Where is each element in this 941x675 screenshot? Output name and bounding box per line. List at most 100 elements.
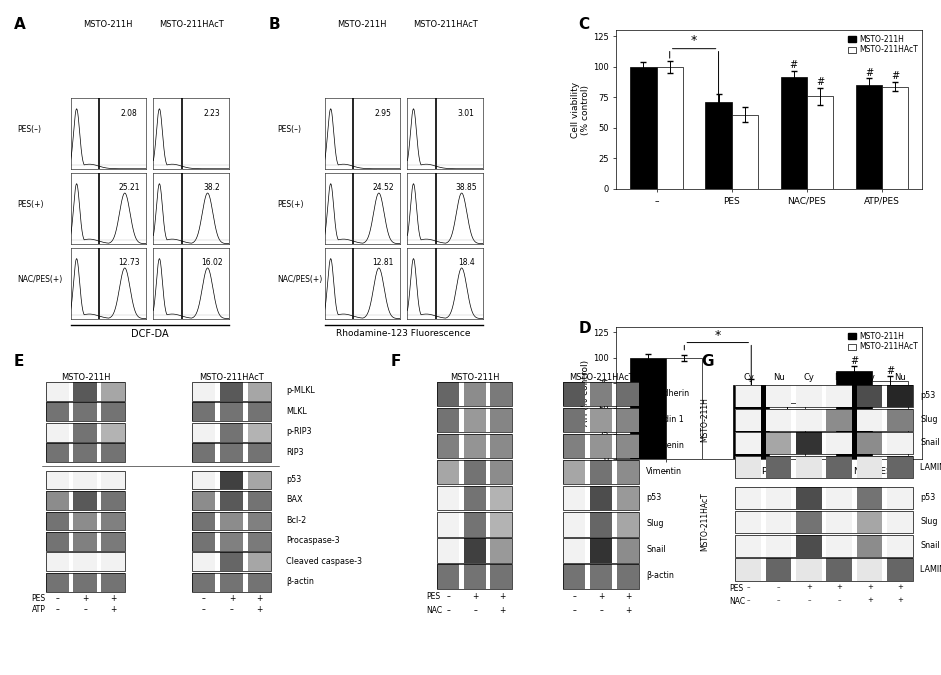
Bar bbox=[766, 432, 791, 454]
Bar bbox=[102, 443, 124, 462]
Bar bbox=[437, 486, 459, 510]
Bar bbox=[826, 558, 853, 580]
Bar bbox=[872, 381, 908, 459]
Text: #: # bbox=[886, 366, 894, 376]
Bar bbox=[490, 460, 513, 485]
Bar bbox=[706, 103, 732, 189]
Bar bbox=[192, 470, 215, 489]
Bar bbox=[856, 408, 883, 431]
Bar bbox=[770, 404, 805, 459]
Bar bbox=[490, 434, 513, 458]
Bar bbox=[590, 538, 612, 562]
Text: #: # bbox=[816, 77, 824, 87]
Bar bbox=[856, 385, 883, 407]
Bar bbox=[887, 456, 913, 479]
Bar bbox=[666, 358, 702, 459]
Bar bbox=[192, 402, 215, 421]
Text: NAC/PES(+): NAC/PES(+) bbox=[278, 275, 323, 284]
Text: MSTO-211HAcT: MSTO-211HAcT bbox=[199, 373, 264, 381]
Text: +: + bbox=[806, 584, 812, 590]
Text: Cy: Cy bbox=[865, 373, 875, 381]
Bar bbox=[45, 423, 69, 441]
Bar bbox=[247, 423, 271, 441]
Bar bbox=[219, 512, 243, 531]
Bar bbox=[464, 460, 486, 485]
Bar bbox=[73, 553, 97, 571]
Bar bbox=[616, 486, 639, 510]
Bar bbox=[796, 432, 821, 454]
Text: Slug: Slug bbox=[920, 517, 938, 526]
Bar bbox=[73, 443, 97, 462]
Bar bbox=[192, 553, 215, 571]
Bar bbox=[826, 408, 853, 431]
Text: –: – bbox=[572, 592, 576, 601]
Text: MSTO-211H: MSTO-211H bbox=[700, 397, 710, 442]
Bar bbox=[837, 371, 872, 459]
Bar bbox=[735, 432, 913, 454]
Text: NAC: NAC bbox=[426, 606, 442, 616]
Bar bbox=[73, 470, 97, 489]
Bar bbox=[630, 67, 657, 189]
Text: –: – bbox=[807, 597, 811, 603]
Text: β-actin: β-actin bbox=[286, 577, 313, 587]
Text: #: # bbox=[865, 68, 873, 78]
Bar bbox=[73, 573, 97, 592]
Bar bbox=[192, 573, 215, 592]
Bar bbox=[437, 382, 513, 406]
Bar bbox=[192, 491, 215, 510]
Bar bbox=[192, 553, 271, 571]
Bar bbox=[73, 532, 97, 551]
Bar bbox=[192, 402, 271, 421]
Text: A: A bbox=[14, 17, 25, 32]
Bar bbox=[73, 423, 97, 441]
Text: Nu: Nu bbox=[834, 373, 845, 381]
Bar bbox=[856, 511, 883, 533]
Text: 12.73: 12.73 bbox=[119, 259, 140, 267]
Bar bbox=[464, 408, 486, 432]
Bar bbox=[735, 558, 761, 580]
Bar bbox=[192, 573, 271, 592]
Bar bbox=[73, 512, 97, 531]
Text: –: – bbox=[747, 584, 750, 590]
Bar bbox=[590, 408, 612, 432]
Bar bbox=[437, 538, 459, 562]
Text: +: + bbox=[110, 594, 117, 603]
Text: +: + bbox=[83, 594, 88, 603]
Text: Claudin 1: Claudin 1 bbox=[646, 415, 684, 424]
Bar bbox=[45, 573, 124, 592]
Bar bbox=[437, 460, 513, 485]
Bar bbox=[616, 460, 639, 485]
Bar bbox=[45, 553, 69, 571]
Bar bbox=[247, 382, 271, 401]
Bar bbox=[45, 491, 124, 510]
Text: +: + bbox=[625, 606, 631, 616]
Bar bbox=[735, 456, 913, 479]
Text: 16.02: 16.02 bbox=[201, 259, 223, 267]
Bar bbox=[780, 77, 806, 189]
Text: BAX: BAX bbox=[286, 495, 302, 504]
Bar bbox=[563, 564, 639, 589]
Bar bbox=[437, 434, 459, 458]
Bar bbox=[590, 382, 612, 406]
Bar bbox=[437, 382, 459, 406]
Bar bbox=[247, 553, 271, 571]
Bar bbox=[732, 115, 758, 189]
Bar bbox=[45, 532, 124, 551]
Text: NAC/PES(+): NAC/PES(+) bbox=[17, 275, 62, 284]
Bar bbox=[856, 535, 883, 557]
Text: +: + bbox=[499, 606, 505, 616]
Text: LAMIN A/C: LAMIN A/C bbox=[920, 462, 941, 471]
Text: D: D bbox=[579, 321, 591, 335]
Text: Snail: Snail bbox=[646, 545, 665, 554]
Bar bbox=[247, 573, 271, 592]
Text: LAMIN A/C: LAMIN A/C bbox=[920, 564, 941, 573]
Text: Rhodamine-123 Fluorescence: Rhodamine-123 Fluorescence bbox=[337, 329, 470, 338]
Bar bbox=[826, 535, 853, 557]
Bar bbox=[735, 385, 761, 407]
Text: Slug: Slug bbox=[646, 519, 663, 529]
Text: +: + bbox=[598, 592, 604, 601]
Text: p53: p53 bbox=[920, 493, 935, 502]
Bar bbox=[102, 423, 124, 441]
Bar bbox=[826, 385, 853, 407]
Text: 2.95: 2.95 bbox=[375, 109, 391, 117]
